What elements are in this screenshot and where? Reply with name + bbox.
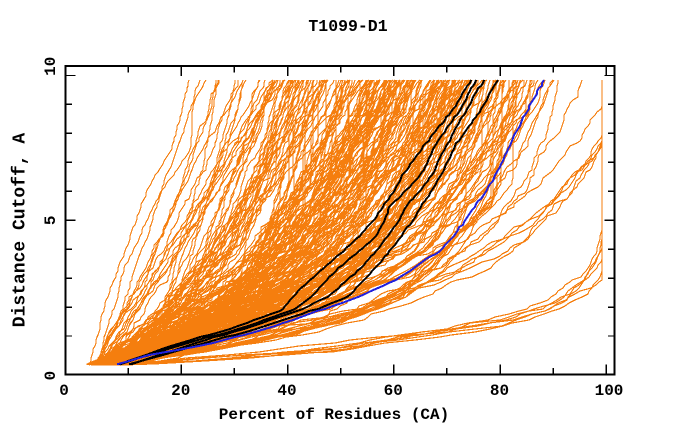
svg-text:Percent of Residues (CA): Percent of Residues (CA)	[219, 406, 449, 424]
svg-text:20: 20	[171, 382, 190, 400]
svg-text:Distance Cutoff, A: Distance Cutoff, A	[11, 133, 31, 328]
svg-text:0: 0	[59, 382, 69, 400]
svg-text:60: 60	[384, 382, 403, 400]
svg-text:100: 100	[595, 382, 624, 400]
svg-text:0: 0	[42, 371, 60, 381]
svg-text:T1099-D1: T1099-D1	[308, 17, 387, 36]
svg-text:5: 5	[42, 215, 60, 225]
svg-text:40: 40	[277, 382, 296, 400]
svg-text:10: 10	[42, 57, 60, 76]
svg-text:80: 80	[490, 382, 509, 400]
